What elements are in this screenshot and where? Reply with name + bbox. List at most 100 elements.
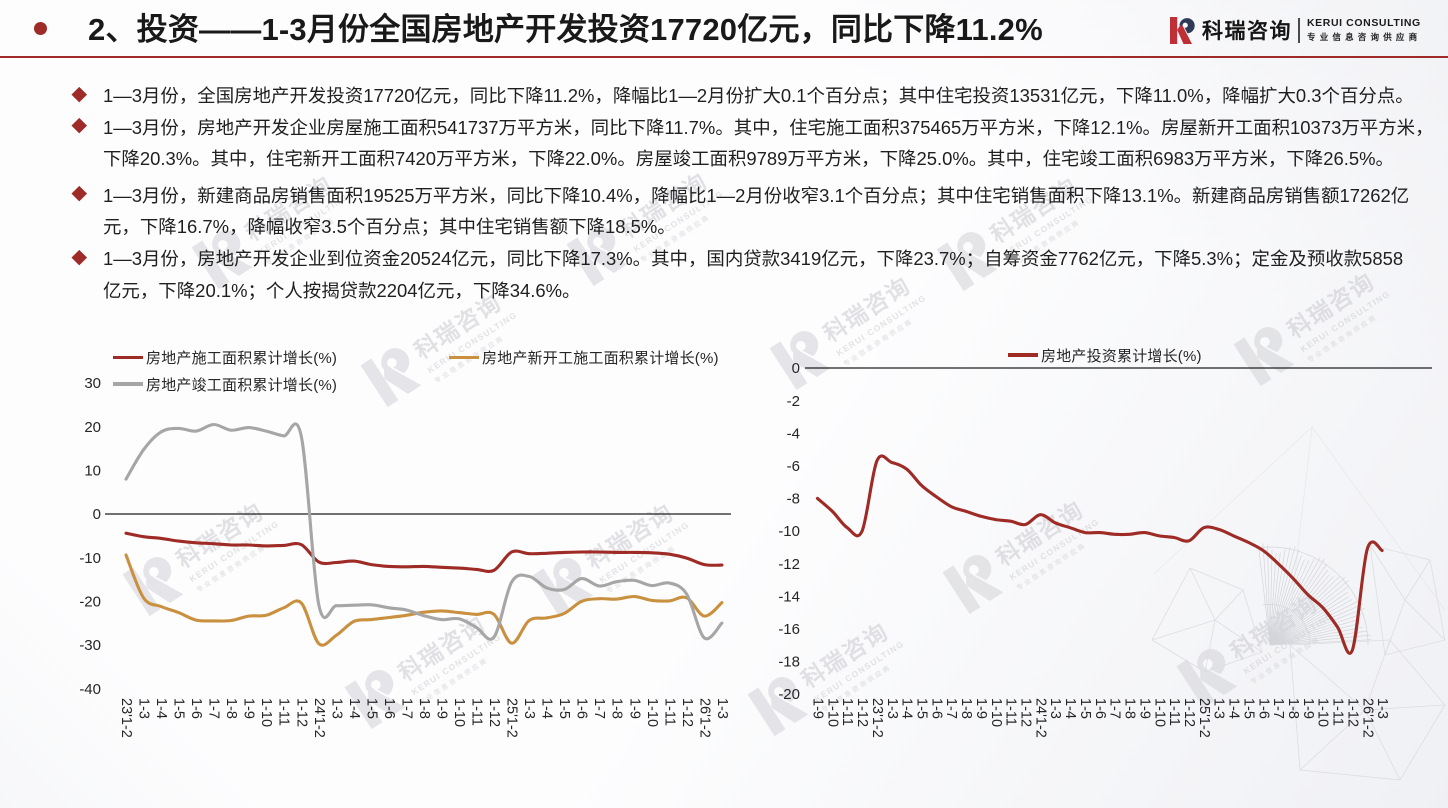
x-axis-tick-label: 1-12 — [293, 698, 309, 727]
y-axis-tick-label: -20 — [778, 686, 800, 703]
bullet-2-line-2: 下降20.3%。其中，住宅新开工面积7420万平方米，下降22.0%。房屋竣工面… — [103, 148, 1394, 170]
x-axis-tick-label: 1-12 — [1344, 698, 1360, 727]
x-axis-tick-label: 1-7 — [1270, 698, 1286, 719]
x-axis-tick-label: 1-9 — [1300, 698, 1316, 719]
series-line-2 — [124, 422, 724, 641]
chart-construction-area: 30 20 10 0 -10 -20 -30 -40 23'1-2 1-3 1-4 1-5 1-6 1-7… — [70, 333, 750, 788]
y-axis-tick-label: -12 — [778, 556, 800, 573]
x-axis-tick-label: 1-12 — [486, 698, 502, 727]
investment-plot: 0-2-4-6-8-10-12-14-16-18-201-91-101-111-… — [778, 360, 1432, 738]
x-axis-tick-label: 1-9 — [810, 698, 826, 719]
x-axis-tick-label: 1-6 — [1092, 698, 1108, 719]
header-rule — [0, 56, 1448, 58]
x-axis-tick-label: 1-12 — [679, 698, 695, 727]
x-axis-tick-label: 1-10 — [451, 698, 467, 727]
logo-name-en: KERUI CONSULTING — [1307, 17, 1421, 29]
legend-item-newstarts: 房地产新开工施工面积累计增长(%) — [449, 350, 719, 367]
x-axis-tick-label: 1-10 — [644, 698, 660, 727]
bullet-2-line-1: 1—3月份，房地产开发企业房屋施工面积541737万平方米，同比下降11.7%。… — [103, 116, 1434, 138]
y-axis-tick-label: -8 — [787, 491, 800, 508]
series-line-0 — [124, 531, 724, 573]
x-axis-tick-label: 1-10 — [258, 698, 274, 727]
x-axis-tick-label: 1-11 — [276, 698, 292, 726]
x-axis-tick-label: 1-5 — [1240, 698, 1256, 719]
y-axis-tick-label: -4 — [787, 425, 800, 442]
x-axis-tick-label: 24'1-2 — [1032, 698, 1048, 738]
x-axis-tick-label: 24'1-2 — [311, 698, 327, 738]
series-line-1 — [124, 553, 724, 647]
y-axis-tick-label: -14 — [778, 588, 800, 605]
x-axis-tick-label: 1-4 — [1062, 698, 1078, 719]
diamond-bullet-icon — [71, 186, 87, 201]
x-axis-tick-label: 23'1-2 — [869, 698, 885, 738]
bullet-3-line-1: 1—3月份，新建商品房销售面积19525万平方米，同比下降10.4%，降幅比1—… — [103, 184, 1410, 206]
x-axis-tick-label: 1-11 — [1003, 698, 1019, 726]
series-line-0 — [815, 454, 1384, 655]
x-axis-tick-label: 1-6 — [1255, 698, 1271, 719]
x-axis-tick-label: 1-11 — [469, 698, 485, 726]
x-axis-tick-label: 1-3 — [136, 698, 152, 719]
x-axis-tick-label: 1-4 — [153, 698, 169, 719]
x-axis-tick-label: 1-6 — [574, 698, 590, 719]
x-axis-tick-label: 1-7 — [398, 698, 414, 719]
legend-swatch-construction — [113, 355, 143, 360]
y-axis-tick-label: -30 — [79, 637, 101, 654]
bullet-4-line-2: 亿元，下降20.1%；个人按揭贷款2204亿元，下降34.6%。 — [103, 279, 581, 301]
diamond-bullet-icon — [71, 118, 87, 133]
x-axis-tick-label: 1-7 — [591, 698, 607, 719]
logo-tagline: 专业信息咨询供应商 — [1307, 32, 1422, 42]
y-axis-tick-label: -16 — [778, 621, 800, 638]
x-axis-tick-label: 1-6 — [381, 698, 397, 719]
x-axis-tick-label: 1-4 — [346, 698, 362, 719]
legend-item-investment: 房地产投资累计增长(%) — [1008, 347, 1202, 365]
logo-r-icon — [1170, 16, 1195, 44]
bullet-item-3: 1—3月份，新建商品房销售面积19525万平方米，同比下降10.4%，降幅比1—… — [71, 180, 1422, 243]
x-axis-tick-label: 1-8 — [223, 698, 239, 719]
legend-item-construction: 房地产施工面积累计增长(%) — [113, 350, 338, 367]
legend-label-newstarts: 房地产新开工施工面积累计增长(%) — [482, 350, 719, 367]
x-axis-tick-label: 1-9 — [973, 698, 989, 719]
legend-swatch-newstarts — [449, 355, 479, 360]
x-axis-tick-label: 1-4 — [539, 698, 555, 719]
bullet-3-line-2: 元，下降16.7%，降幅收窄3.5个百分点；其中住宅销售额下降18.5%。 — [103, 216, 676, 238]
chart-investment: 0 -2 -4 -6 -8 -10 -12 -14 -16 -18 -20 1-9 1-10 1-11 1-… — [765, 333, 1445, 788]
x-axis-tick-label: 1-11 — [839, 698, 855, 726]
x-axis-tick-label: 1-3 — [884, 698, 900, 719]
x-axis-tick-label: 25'1-2 — [1196, 698, 1212, 738]
x-axis-tick-label: 1-5 — [914, 698, 930, 719]
x-axis-tick-label: 1-8 — [958, 698, 974, 719]
x-axis-tick-label: 1-5 — [363, 698, 379, 719]
legend-label-construction: 房地产施工面积累计增长(%) — [146, 350, 338, 367]
x-axis-tick-label: 1-8 — [1285, 698, 1301, 719]
x-axis-tick-label: 26'1-2 — [1359, 698, 1375, 738]
bullet-item-4: 1—3月份，房地产开发企业到位资金20524亿元，同比下降17.3%。其中，国内… — [71, 243, 1422, 306]
y-axis-tick-label: -40 — [79, 681, 101, 698]
x-axis-tick-label: 1-4 — [899, 698, 915, 719]
y-axis-tick-label: 0 — [792, 360, 800, 377]
y-axis-tick-label: -10 — [79, 550, 101, 567]
x-axis-tick-label: 1-3 — [1047, 698, 1063, 719]
logo: 科瑞咨询 KERUI CONSULTING 专业信息咨询供应商 — [1170, 14, 1421, 46]
x-axis-tick-label: 1-10 — [824, 698, 840, 727]
x-axis-tick-label: 1-7 — [206, 698, 222, 719]
x-axis-tick-label: 1-12 — [1018, 698, 1034, 727]
x-axis-tick-label: 23'1-2 — [118, 698, 134, 738]
y-axis-tick-label: 10 — [84, 463, 101, 480]
x-axis-tick-label: 1-3 — [328, 698, 344, 719]
y-axis-tick-label: -20 — [79, 594, 101, 611]
logo-divider — [1298, 17, 1300, 43]
x-axis-tick-label: 1-11 — [1330, 698, 1346, 726]
legend-item-completions: 房地产竣工面积累计增长(%) — [113, 376, 337, 394]
logo-text-block: KERUI CONSULTING 专业信息咨询供应商 — [1307, 17, 1421, 43]
x-axis-tick-label: 1-8 — [416, 698, 432, 719]
x-axis-tick-label: 1-10 — [1151, 698, 1167, 727]
y-axis-tick-label: 20 — [84, 419, 101, 436]
x-axis-tick-label: 1-8 — [609, 698, 625, 719]
x-axis-tick-label: 1-5 — [556, 698, 572, 719]
header-bullet-dot — [34, 22, 47, 35]
x-axis-tick-label: 1-9 — [434, 698, 450, 719]
x-axis-tick-label: 1-11 — [1166, 698, 1182, 726]
x-axis-tick-label: 1-3 — [521, 698, 537, 719]
y-axis-tick-label: 0 — [93, 506, 101, 523]
